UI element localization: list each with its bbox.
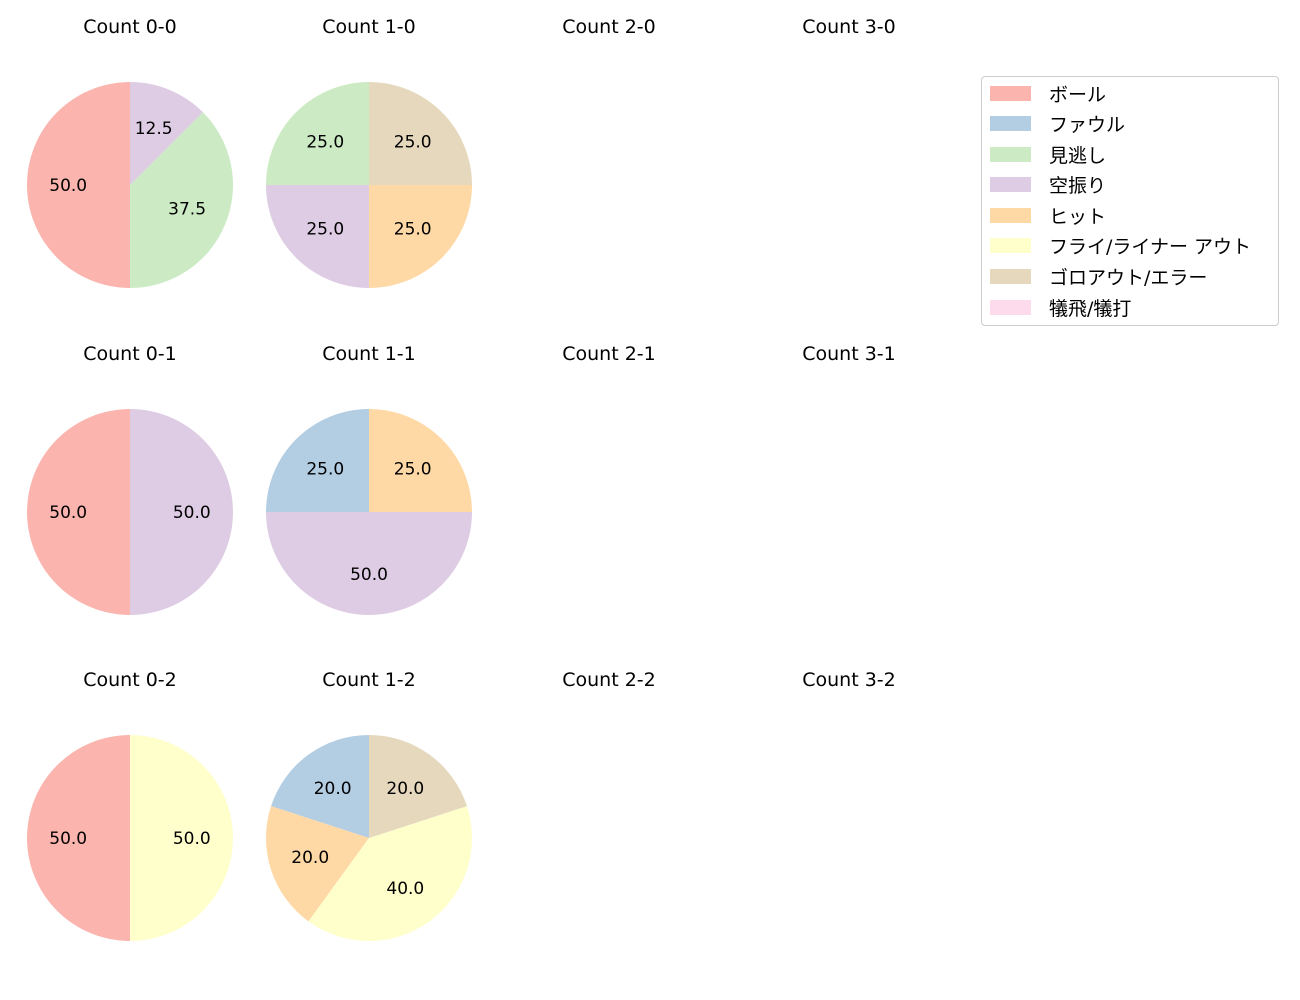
pie-value-label: 25.0 <box>394 459 432 479</box>
pie-slice <box>130 409 233 615</box>
legend-label: ゴロアウト/エラー <box>1049 266 1208 289</box>
pie-panel: Count 0-0 50.0 37.5 12.5 <box>20 0 260 320</box>
legend-swatch <box>990 146 1031 162</box>
pie-chart: 25.0 25.0 25.0 25.0 <box>266 82 472 288</box>
legend-swatch <box>990 176 1031 192</box>
pie-title: Count 2-1 <box>562 343 656 365</box>
pie-slice <box>369 82 472 185</box>
pie-value-label: 50.0 <box>49 176 87 196</box>
pie-slice <box>27 82 130 288</box>
pie-slice <box>27 735 130 941</box>
legend-label: 空振り <box>1049 174 1107 197</box>
pie-value-label: 25.0 <box>306 132 344 152</box>
pie-title: Count 3-1 <box>802 343 896 365</box>
pie-slice <box>130 112 233 288</box>
legend-label: ヒット <box>1049 205 1107 228</box>
legend-swatch <box>990 207 1031 223</box>
pie-panel: Count 0-1 50.0 50.0 <box>20 327 260 647</box>
pie-value-label: 20.0 <box>386 779 424 799</box>
pie-title: Count 0-2 <box>83 669 177 691</box>
pie-title: Count 1-0 <box>322 16 416 38</box>
pie-title: Count 0-1 <box>83 343 177 365</box>
pie-panel: Count 0-2 50.0 50.0 <box>20 653 260 973</box>
legend-item-sacrifice: 犠飛/犠打 <box>990 295 1132 320</box>
pie-value-label: 50.0 <box>173 503 211 523</box>
pie-slice <box>369 185 472 288</box>
pie-value-label: 25.0 <box>394 132 432 152</box>
pie-title: Count 2-0 <box>562 16 656 38</box>
pie-value-label: 20.0 <box>291 848 329 868</box>
legend-item-grounder-error: ゴロアウト/エラー <box>990 264 1208 289</box>
pie-value-label: 20.0 <box>314 779 352 799</box>
pie-value-label: 25.0 <box>394 220 432 240</box>
pie-title: Count 2-2 <box>562 669 656 691</box>
pie-slice <box>308 806 472 941</box>
pie-chart: 50.0 37.5 12.5 <box>27 82 233 288</box>
pie-slice <box>130 82 203 185</box>
pie-slice <box>369 409 472 512</box>
pie-slice <box>266 512 472 615</box>
legend-label: 見逃し <box>1049 144 1107 167</box>
pie-panel: Count 2-1 <box>499 327 739 647</box>
pie-slice <box>130 735 233 941</box>
legend-item-called-strike: 見逃し <box>990 142 1107 167</box>
pie-panel: Count 2-0 <box>499 0 739 320</box>
pie-title: Count 0-0 <box>83 16 177 38</box>
pie-title: Count 1-2 <box>322 669 416 691</box>
pie-slice <box>266 185 369 288</box>
pie-panel: Count 3-0 <box>739 0 979 320</box>
pie-chart: 20.0 20.0 40.0 20.0 <box>266 735 472 941</box>
pie-value-label: 25.0 <box>306 459 344 479</box>
pie-slice <box>266 806 369 922</box>
pie-title: Count 3-0 <box>802 16 896 38</box>
pie-value-label: 12.5 <box>135 119 173 139</box>
legend-item-hit: ヒット <box>990 203 1107 228</box>
legend-label: フライ/ライナー アウト <box>1049 235 1252 258</box>
pie-title: Count 3-2 <box>802 669 896 691</box>
pie-slice <box>266 409 369 512</box>
legend-label: ボール <box>1049 83 1107 106</box>
pie-panel: Count 3-1 <box>739 327 979 647</box>
legend-item-ball: ボール <box>990 81 1107 106</box>
legend-swatch <box>990 268 1031 284</box>
pie-chart: 50.0 50.0 <box>27 735 233 941</box>
pie-title: Count 1-1 <box>322 343 416 365</box>
pie-value-label: 50.0 <box>49 829 87 849</box>
legend-item-foul: ファウル <box>990 111 1126 136</box>
pie-value-label: 37.5 <box>168 200 206 220</box>
pie-value-label: 50.0 <box>173 829 211 849</box>
pie-chart: 50.0 50.0 <box>27 409 233 615</box>
legend-label: ファウル <box>1049 113 1126 136</box>
legend-swatch <box>990 115 1031 131</box>
pie-value-label: 40.0 <box>386 879 424 899</box>
pie-value-label: 50.0 <box>350 565 388 585</box>
pie-value-label: 50.0 <box>49 503 87 523</box>
pie-slice <box>27 409 130 615</box>
legend-label: 犠飛/犠打 <box>1049 297 1132 320</box>
legend-swatch <box>990 85 1031 101</box>
legend-swatch <box>990 299 1031 315</box>
pie-panel: Count 2-2 <box>499 653 739 973</box>
legend: ボール ファウル 見逃し 空振り ヒット フライ/ライナー アウト ゴロアウト/… <box>981 76 1279 326</box>
legend-swatch <box>990 237 1031 253</box>
pie-panel: Count 1-0 25.0 25.0 25.0 25.0 <box>259 0 499 320</box>
pie-panel: Count 3-2 <box>739 653 979 973</box>
pie-panel: Count 1-2 20.0 20.0 40.0 20.0 <box>259 653 499 973</box>
pie-slice <box>369 735 467 838</box>
legend-item-swinging-strike: 空振り <box>990 172 1107 197</box>
pie-value-label: 25.0 <box>306 220 344 240</box>
legend-item-fly-liner-out: フライ/ライナー アウト <box>990 233 1252 258</box>
pie-panel: Count 1-1 25.0 50.0 25.0 <box>259 327 499 647</box>
pie-slice <box>271 735 369 838</box>
pie-slice <box>266 82 369 185</box>
pie-chart: 25.0 50.0 25.0 <box>266 409 472 615</box>
